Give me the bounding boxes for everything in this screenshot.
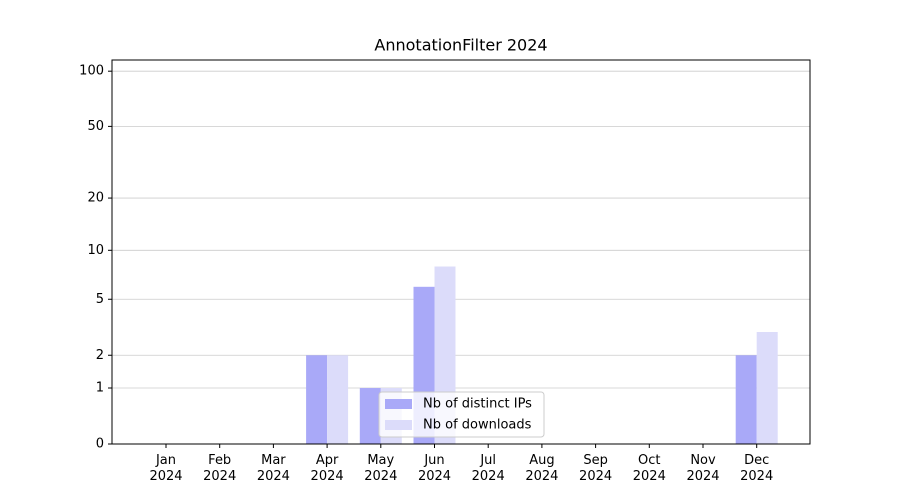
- bar: [327, 355, 349, 444]
- y-tick-label: 10: [87, 243, 104, 258]
- y-tick-label: 0: [96, 437, 104, 452]
- x-tick-label: Jan 2024: [149, 453, 183, 484]
- x-tick-label: May 2024: [364, 453, 398, 484]
- legend-swatch: [385, 420, 412, 430]
- legend-frame: [378, 391, 545, 438]
- legend-swatch: [385, 399, 412, 409]
- x-tick-label: Sep 2024: [579, 453, 613, 484]
- legend-label: Nb of downloads: [423, 418, 532, 433]
- y-tick-label: 100: [79, 64, 104, 79]
- x-tick-label: Mar 2024: [256, 453, 290, 484]
- bar: [359, 388, 381, 444]
- grid: [112, 70, 810, 445]
- chart-title: AnnotationFilter 2024: [374, 36, 547, 55]
- x-tick-label: Nov 2024: [686, 453, 720, 484]
- legend: Nb of distinct IPs Nb of downloads: [378, 391, 545, 438]
- y-tick-label: 50: [87, 119, 104, 134]
- x-tick-label: Apr 2024: [310, 453, 344, 484]
- y-tick-label: 20: [87, 191, 104, 206]
- y-tick-label: 1: [96, 381, 104, 396]
- x-tick-label: Jul 2024: [471, 453, 505, 484]
- y-tick-label: 5: [96, 292, 104, 307]
- x-tick-label: Feb 2024: [203, 453, 237, 484]
- bar: [306, 355, 328, 444]
- bar: [756, 332, 778, 444]
- x-tick-label: Aug 2024: [525, 453, 559, 484]
- plot-frame: [111, 59, 811, 445]
- y-tick-label: 2: [96, 348, 104, 363]
- x-tick-label: Oct 2024: [632, 453, 666, 484]
- x-tick-label: Jun 2024: [417, 453, 452, 484]
- bar: [735, 355, 757, 444]
- x-tick-label: Dec 2024: [740, 453, 774, 484]
- legend-label: Nb of distinct IPs: [423, 397, 532, 412]
